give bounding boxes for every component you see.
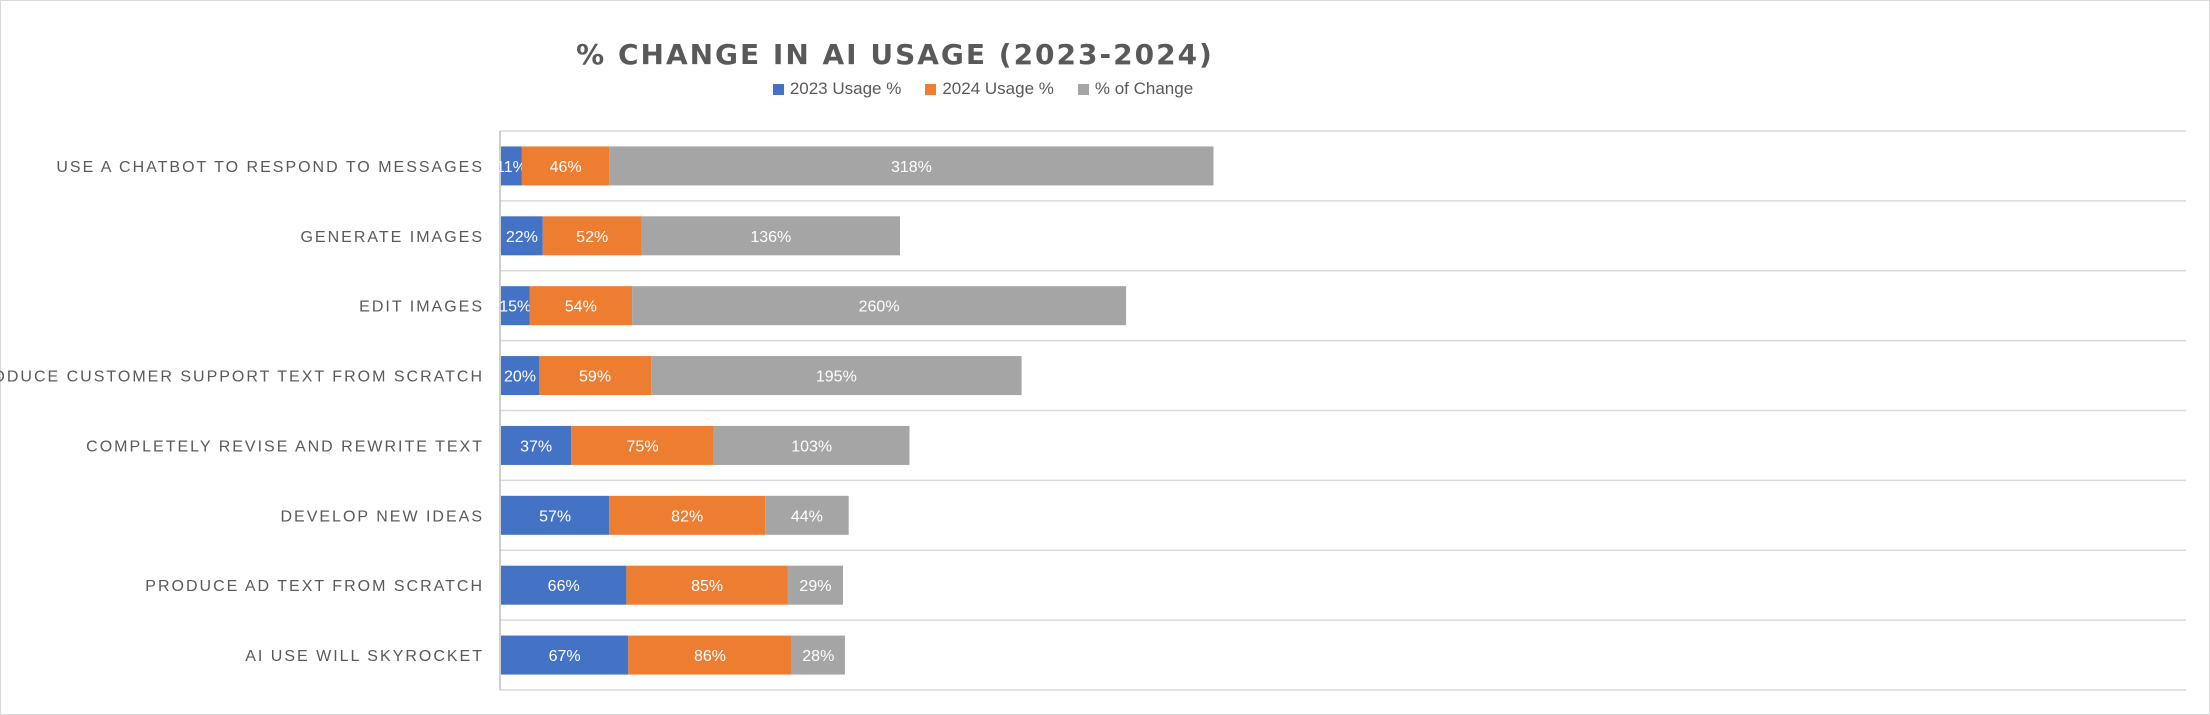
bar-segment — [765, 495, 849, 535]
data-label: 66% — [548, 578, 580, 595]
category-label: GENERATE IMAGES — [300, 229, 484, 246]
data-label: 52% — [576, 229, 608, 246]
bar-segment — [571, 425, 714, 465]
category-label: EDIT IMAGES — [359, 299, 484, 316]
category-label: PRODUCE CUSTOMER SUPPORT TEXT FROM SCRAT… — [0, 369, 484, 386]
data-label: 136% — [750, 229, 791, 246]
legend-swatch — [1077, 83, 1089, 95]
data-label: 54% — [565, 299, 597, 316]
bar-segment — [521, 146, 610, 186]
category-label: DEVELOP NEW IDEAS — [280, 508, 484, 525]
category-label: PRODUCE AD TEXT FROM SCRATCH — [145, 578, 484, 595]
bar-segment — [501, 146, 522, 186]
bar-segment — [641, 216, 900, 256]
bar-segment — [609, 495, 766, 535]
data-label: 28% — [802, 648, 834, 665]
data-label: 260% — [859, 299, 900, 316]
data-label: 29% — [799, 578, 831, 595]
data-label: 46% — [550, 159, 582, 176]
bar-segment — [501, 216, 543, 256]
data-label: 15% — [499, 299, 531, 316]
legend: 2023 Usage % 2024 Usage % % of Change — [0, 79, 1966, 99]
data-label: 59% — [579, 369, 611, 386]
data-label: 22% — [506, 229, 538, 246]
bar-segment — [626, 565, 788, 605]
data-label: 75% — [627, 438, 659, 455]
bar-segment — [501, 286, 530, 326]
data-label: 103% — [791, 438, 832, 455]
data-label: 85% — [691, 578, 723, 595]
bar-segment — [713, 425, 910, 465]
legend-item: % of Change — [1077, 79, 1194, 99]
category-label: AI USE WILL SKYROCKET — [245, 648, 484, 665]
bar-segment — [632, 286, 1127, 326]
bar-segment — [501, 565, 627, 605]
bar-segment — [628, 635, 792, 675]
category-label: USE A CHATBOT TO RESPOND TO MESSAGES — [56, 159, 484, 176]
data-label: 57% — [539, 508, 571, 525]
data-label: 44% — [791, 508, 823, 525]
data-label: 20% — [504, 369, 536, 386]
bar-segment — [501, 356, 539, 396]
legend-item: 2024 Usage % — [925, 79, 1054, 99]
bar-segment — [501, 495, 610, 535]
legend-label: % of Change — [1094, 79, 1194, 98]
bar-segment — [539, 356, 652, 396]
data-label: 11% — [496, 159, 527, 176]
data-label: 37% — [520, 438, 552, 455]
legend-swatch — [925, 83, 937, 95]
data-label: 195% — [816, 369, 857, 386]
category-label: COMPLETELY REVISE AND REWRITE TEXT — [86, 438, 484, 455]
bar-segment — [501, 425, 572, 465]
bar-segment — [542, 216, 642, 256]
bar-segment — [609, 146, 1214, 186]
data-label: 67% — [549, 648, 581, 665]
legend-label: 2024 Usage % — [942, 79, 1054, 98]
bar-segment — [529, 286, 633, 326]
legend-swatch — [772, 83, 784, 95]
data-label: 318% — [891, 159, 932, 176]
data-label: 82% — [671, 508, 703, 525]
legend-item: 2023 Usage % — [772, 79, 902, 99]
bar-segment — [501, 635, 629, 675]
bar-segment — [787, 565, 843, 605]
bar-segment — [651, 356, 1022, 396]
legend-label: 2023 Usage % — [789, 79, 902, 98]
data-label: 86% — [694, 648, 726, 665]
bar-segment — [791, 635, 845, 675]
chart-title: % CHANGE IN AI USAGE (2023-2024) — [576, 38, 1214, 71]
